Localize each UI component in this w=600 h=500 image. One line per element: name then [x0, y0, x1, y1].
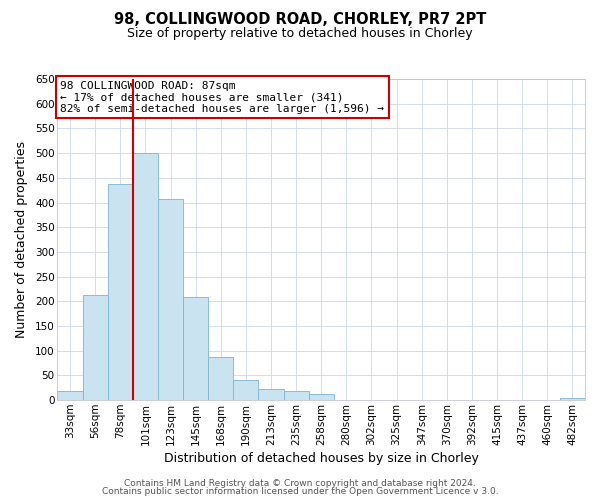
- Bar: [233, 380, 259, 400]
- Bar: [158, 198, 183, 400]
- Bar: [284, 391, 308, 400]
- Y-axis label: Number of detached properties: Number of detached properties: [15, 141, 28, 338]
- Bar: [308, 394, 334, 400]
- Bar: [108, 184, 133, 400]
- Text: 98 COLLINGWOOD ROAD: 87sqm
← 17% of detached houses are smaller (341)
82% of sem: 98 COLLINGWOOD ROAD: 87sqm ← 17% of deta…: [60, 80, 384, 114]
- Bar: [560, 398, 585, 400]
- X-axis label: Distribution of detached houses by size in Chorley: Distribution of detached houses by size …: [164, 452, 479, 465]
- Bar: [259, 390, 284, 400]
- Bar: [58, 392, 83, 400]
- Text: 98, COLLINGWOOD ROAD, CHORLEY, PR7 2PT: 98, COLLINGWOOD ROAD, CHORLEY, PR7 2PT: [114, 12, 486, 28]
- Bar: [208, 357, 233, 400]
- Text: Size of property relative to detached houses in Chorley: Size of property relative to detached ho…: [127, 28, 473, 40]
- Text: Contains public sector information licensed under the Open Government Licence v : Contains public sector information licen…: [101, 487, 499, 496]
- Bar: [83, 295, 108, 400]
- Text: Contains HM Land Registry data © Crown copyright and database right 2024.: Contains HM Land Registry data © Crown c…: [124, 478, 476, 488]
- Bar: [133, 153, 158, 400]
- Bar: [183, 298, 208, 400]
